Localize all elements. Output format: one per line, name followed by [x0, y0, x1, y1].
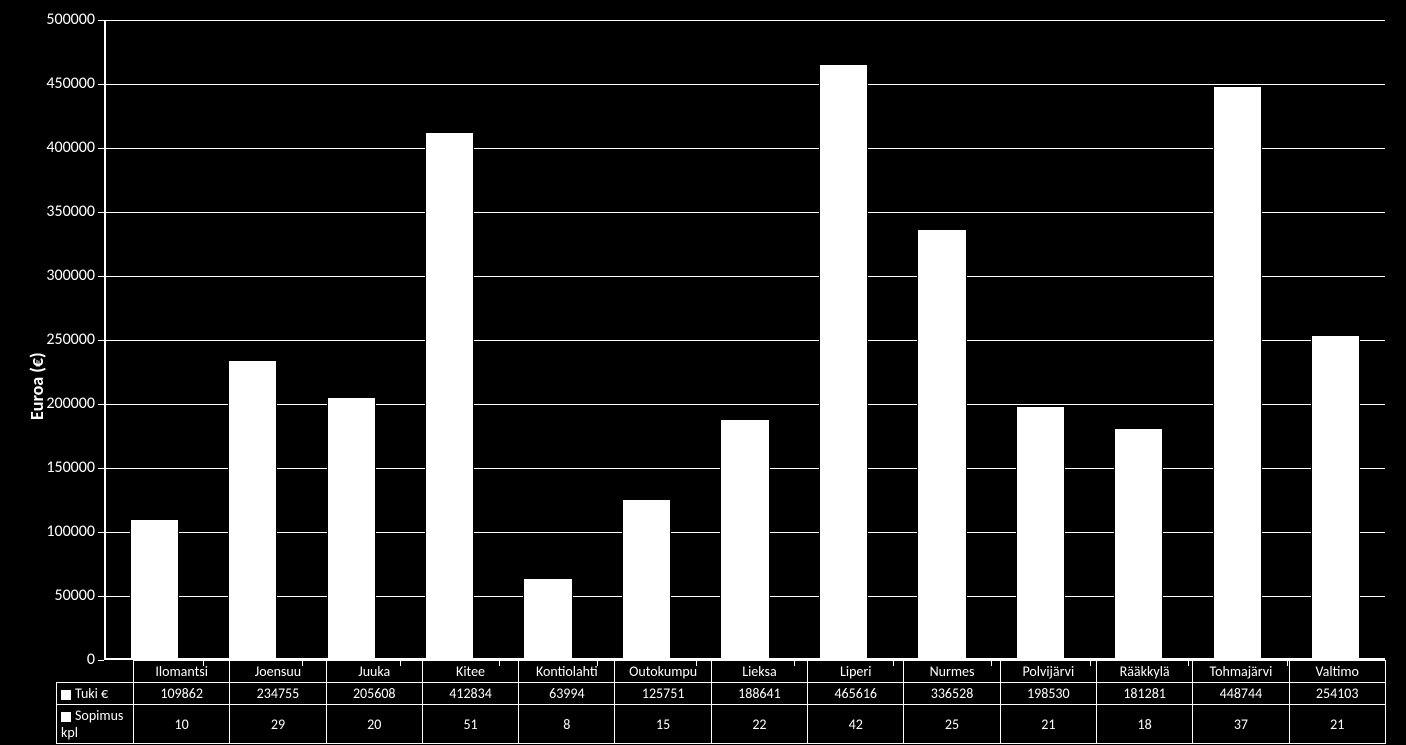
bar	[1016, 406, 1065, 660]
category-cell: Liperi	[808, 661, 904, 683]
table-corner-cell	[57, 661, 134, 683]
value-cell: 412834	[422, 683, 518, 705]
category-cell: Polvijärvi	[1000, 661, 1096, 683]
category-cell: Outokumpu	[615, 661, 711, 683]
value-cell: 22	[711, 705, 807, 744]
category-cell: Rääkkylä	[1096, 661, 1192, 683]
category-cell: Tohmajärvi	[1193, 661, 1289, 683]
value-cell: 18	[1096, 705, 1192, 744]
bar	[1213, 86, 1262, 660]
value-cell: 254103	[1289, 683, 1385, 705]
category-cell: Kontiolahti	[519, 661, 615, 683]
series-label-cell: Tuki €	[57, 683, 134, 705]
value-cell: 8	[519, 705, 615, 744]
value-cell: 188641	[711, 683, 807, 705]
chart-container: Euroa (€) 050000100000150000200000250000…	[0, 0, 1406, 745]
category-cell: Lieksa	[711, 661, 807, 683]
bar	[917, 229, 966, 660]
bar	[622, 499, 671, 660]
value-cell: 20	[326, 705, 422, 744]
series-label-cell: Sopimus kpl	[57, 705, 134, 744]
data-table: IlomantsiJoensuuJuukaKiteeKontiolahtiOut…	[56, 660, 1385, 744]
y-tick-label: 100000	[10, 522, 95, 541]
value-cell: 198530	[1000, 683, 1096, 705]
bar	[425, 132, 474, 660]
bar	[1114, 428, 1163, 660]
gridline	[105, 84, 1385, 85]
value-cell: 15	[615, 705, 711, 744]
category-cell: Joensuu	[230, 661, 326, 683]
y-tick-label: 50000	[10, 586, 95, 605]
bar	[327, 397, 376, 660]
value-cell: 234755	[230, 683, 326, 705]
value-cell: 10	[134, 705, 230, 744]
gridline	[105, 20, 1385, 21]
bar	[130, 519, 179, 660]
value-cell: 25	[904, 705, 1000, 744]
y-tick-mark	[98, 404, 104, 405]
value-cell: 109862	[134, 683, 230, 705]
bar	[1311, 335, 1360, 660]
category-cell: Valtimo	[1289, 661, 1385, 683]
gridline	[105, 276, 1385, 277]
y-tick-label: 350000	[10, 202, 95, 221]
value-cell: 205608	[326, 683, 422, 705]
value-cell: 51	[422, 705, 518, 744]
gridline	[105, 404, 1385, 405]
value-cell: 448744	[1193, 683, 1289, 705]
gridline	[105, 340, 1385, 341]
y-tick-label: 450000	[10, 74, 95, 93]
y-tick-label: 500000	[10, 10, 95, 29]
y-tick-mark	[98, 532, 104, 533]
value-cell: 37	[1193, 705, 1289, 744]
y-tick-label: 150000	[10, 458, 95, 477]
series-label-text: Tuki €	[75, 685, 108, 702]
gridline	[105, 148, 1385, 149]
y-tick-mark	[98, 276, 104, 277]
value-cell: 336528	[904, 683, 1000, 705]
y-tick-mark	[98, 468, 104, 469]
value-cell: 125751	[615, 683, 711, 705]
table-row: IlomantsiJoensuuJuukaKiteeKontiolahtiOut…	[57, 661, 1386, 683]
y-tick-mark	[98, 84, 104, 85]
value-cell: 21	[1000, 705, 1096, 744]
gridline	[105, 212, 1385, 213]
bar	[523, 578, 572, 660]
y-tick-mark	[98, 596, 104, 597]
category-cell: Nurmes	[904, 661, 1000, 683]
value-cell: 29	[230, 705, 326, 744]
y-tick-mark	[98, 148, 104, 149]
y-tick-mark	[98, 20, 104, 21]
y-tick-label: 400000	[10, 138, 95, 157]
value-cell: 21	[1289, 705, 1385, 744]
table-row: Tuki € 1098622347552056084128346399412575…	[57, 683, 1386, 705]
value-cell: 181281	[1096, 683, 1192, 705]
value-cell: 63994	[519, 683, 615, 705]
y-tick-label: 200000	[10, 394, 95, 413]
category-cell: Juuka	[326, 661, 422, 683]
legend-marker-icon	[61, 712, 71, 722]
table-row: Sopimus kpl1029205181522422521183721	[57, 705, 1386, 744]
bar	[819, 64, 868, 660]
y-tick-label: 300000	[10, 266, 95, 285]
category-cell: Kitee	[422, 661, 518, 683]
category-cell: Ilomantsi	[134, 661, 230, 683]
y-tick-label: 250000	[10, 330, 95, 349]
bar	[228, 360, 277, 660]
value-cell: 42	[808, 705, 904, 744]
plot-area	[105, 20, 1385, 660]
y-tick-mark	[98, 340, 104, 341]
bar	[720, 419, 769, 660]
value-cell: 465616	[808, 683, 904, 705]
y-tick-mark	[98, 212, 104, 213]
legend-marker-icon	[61, 690, 71, 700]
